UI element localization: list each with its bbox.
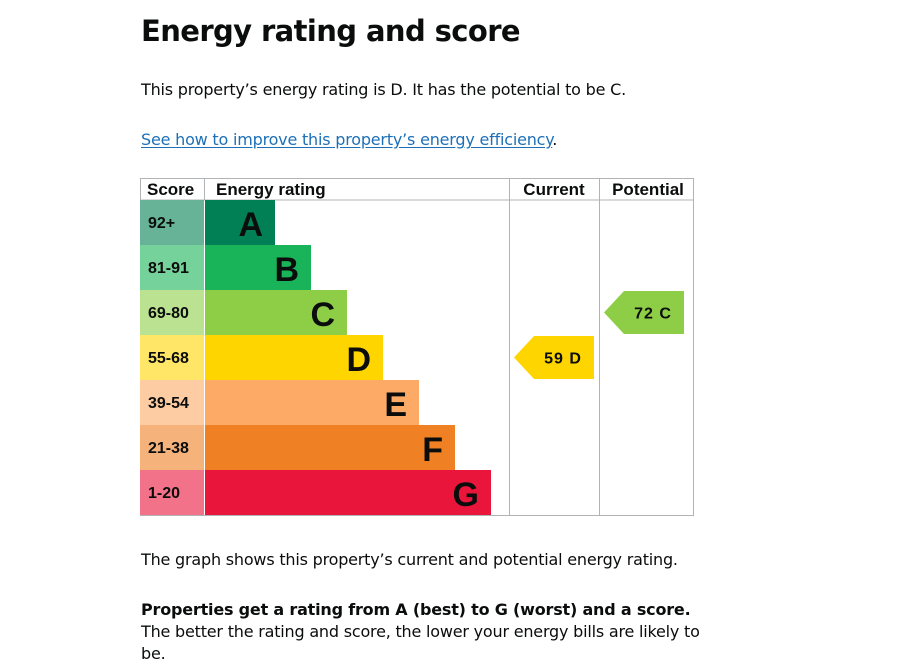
rating-bar-e	[205, 380, 419, 425]
score-cell-a	[140, 200, 204, 245]
potential-rating-arrow-label: 72 C	[634, 306, 672, 323]
rating-letter-a: A	[238, 206, 263, 244]
rating-bar-g	[205, 470, 491, 515]
current-rating-arrow: 59 D	[514, 336, 594, 379]
band-f: 21-38 F	[140, 425, 455, 470]
rating-letter-f: F	[422, 431, 443, 469]
potential-rating-arrow-shape	[604, 291, 684, 334]
score-cell-f	[140, 425, 204, 470]
potential-rating-arrow: 72 C	[604, 291, 684, 334]
score-cell-e	[140, 380, 204, 425]
rating-explanation-bold: Properties get a rating from A (best) to…	[141, 600, 691, 619]
rating-letter-d: D	[346, 341, 371, 379]
rating-letter-e: E	[384, 386, 407, 424]
rating-bar-b	[205, 245, 311, 290]
rating-bar-c	[205, 290, 347, 335]
score-label-a: 92+	[148, 215, 175, 232]
score-header: Score	[147, 180, 194, 199]
score-label-d: 55-68	[148, 350, 189, 367]
score-cell-b	[140, 245, 204, 290]
improve-efficiency-link[interactable]: See how to improve this property’s energ…	[141, 130, 553, 149]
rating-bar-a	[205, 200, 275, 245]
rating-letter-b: B	[274, 251, 299, 289]
rating-arrows: 59 D 72 C	[514, 291, 684, 379]
current-rating-arrow-shape	[514, 336, 594, 379]
band-g: 1-20 G	[140, 470, 491, 515]
band-d: 55-68 D	[140, 335, 383, 380]
potential-header: Potential	[612, 180, 684, 199]
score-cell-g	[140, 470, 204, 515]
improve-suffix: .	[552, 130, 558, 149]
rating-letter-c: C	[310, 296, 335, 334]
score-label-e: 39-54	[148, 395, 189, 412]
current-header: Current	[523, 180, 585, 199]
graph-description: The graph shows this property’s current …	[141, 550, 678, 569]
epc-rating-chart: Score Energy rating Current Potential 92…	[140, 178, 694, 516]
score-label-g: 1-20	[148, 485, 180, 502]
current-rating-arrow-label: 59 D	[544, 351, 582, 368]
band-b: 81-91 B	[140, 245, 311, 290]
score-cell-c	[140, 290, 204, 335]
rating-explanation-rest: The better the rating and score, the low…	[141, 622, 700, 663]
band-c: 69-80 C	[140, 290, 347, 335]
page-title: Energy rating and score	[141, 14, 521, 48]
score-cell-d	[140, 335, 204, 380]
rating-bands: 92+ A 81-91 B 69-80 C 55-68 D 39-54 E 21-38 F 1-20 G	[140, 200, 491, 515]
rating-bar-d	[205, 335, 383, 380]
band-e: 39-54 E	[140, 380, 419, 425]
score-label-c: 69-80	[148, 305, 189, 322]
improve-paragraph: See how to improve this property’s energ…	[141, 129, 557, 151]
score-label-b: 81-91	[148, 260, 189, 277]
energy-rating-header: Energy rating	[216, 180, 326, 199]
rating-letter-g: G	[453, 476, 479, 514]
rating-bar-f	[205, 425, 455, 470]
band-a: 92+ A	[140, 200, 275, 245]
score-label-f: 21-38	[148, 440, 189, 457]
rating-summary: This property’s energy rating is D. It h…	[141, 80, 627, 99]
rating-explanation: Properties get a rating from A (best) to…	[141, 599, 721, 665]
